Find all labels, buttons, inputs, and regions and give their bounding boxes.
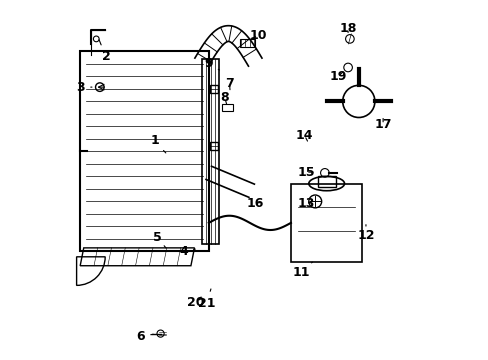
Text: 19: 19 <box>329 70 346 83</box>
Text: 11: 11 <box>292 262 312 279</box>
Bar <box>209 142 218 150</box>
Text: 10: 10 <box>249 29 266 42</box>
Bar <box>240 39 254 47</box>
Bar <box>290 184 362 262</box>
Text: 7: 7 <box>224 77 233 90</box>
Text: 3: 3 <box>77 81 92 94</box>
Text: 15: 15 <box>297 166 314 179</box>
Text: 4: 4 <box>179 245 195 258</box>
Bar <box>201 59 219 244</box>
Text: 21: 21 <box>198 289 215 310</box>
Text: 1: 1 <box>150 134 165 153</box>
Text: 5: 5 <box>152 231 165 248</box>
Text: 17: 17 <box>374 118 391 131</box>
Text: 8: 8 <box>220 91 229 104</box>
Text: 16: 16 <box>246 197 264 210</box>
Bar <box>222 104 232 111</box>
Text: 2: 2 <box>99 40 110 63</box>
Bar <box>80 51 208 251</box>
Text: 20: 20 <box>187 296 204 309</box>
Text: 14: 14 <box>295 129 313 142</box>
Text: 18: 18 <box>339 22 356 35</box>
Text: 6: 6 <box>136 330 153 343</box>
Bar <box>317 176 335 187</box>
Text: 13: 13 <box>297 197 314 210</box>
Bar <box>209 85 218 93</box>
Text: 12: 12 <box>356 225 374 242</box>
Text: 9: 9 <box>204 57 219 71</box>
